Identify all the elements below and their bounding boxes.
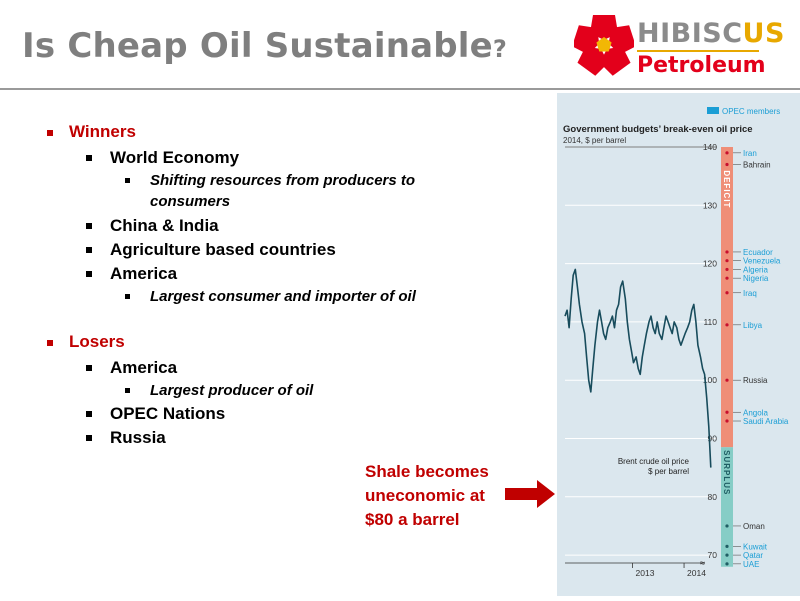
y-tick-label: 80 — [708, 492, 718, 502]
bullet-marker — [86, 365, 92, 371]
breakeven-label: UAE — [743, 560, 759, 569]
y-tick-label: 110 — [703, 317, 717, 327]
breakeven-label: Algeria — [743, 265, 768, 274]
y-tick-label: 100 — [703, 375, 717, 385]
winner-america: America — [110, 264, 178, 283]
breakeven-label: Libya — [743, 321, 763, 330]
breakeven-dot — [725, 250, 729, 254]
breakeven-dot — [725, 544, 729, 548]
loser-america-detail: Largest producer of oil — [150, 382, 314, 399]
breakeven-dot — [725, 151, 729, 155]
x-tick-label: 2013 — [636, 568, 655, 578]
winner-agriculture: Agriculture based countries — [110, 240, 336, 259]
bullet-marker — [86, 411, 92, 417]
bullet-marker — [86, 271, 92, 277]
bullet-marker — [125, 178, 130, 183]
breakeven-label: Venezuela — [743, 257, 781, 266]
losers-heading: Losers — [69, 332, 125, 351]
breakeven-dot — [725, 323, 729, 327]
breakeven-dot — [725, 259, 729, 263]
breakeven-label: Angola — [743, 408, 768, 417]
y-tick-label: 70 — [708, 550, 718, 560]
loser-america: America — [110, 358, 178, 377]
chart-subtitle: 2014, $ per barrel — [563, 136, 626, 145]
chart-title: Government budgets’ break-even oil price — [563, 124, 753, 135]
loser-russia: Russia — [110, 428, 166, 447]
surplus-band — [721, 447, 733, 567]
winner-world-economy-detail-1: Shifting resources from producers to — [150, 172, 416, 189]
winner-america-detail: Largest consumer and importer of oil — [150, 288, 416, 305]
breakeven-dot — [725, 419, 729, 423]
y-tick-label: 130 — [703, 200, 717, 210]
y-tick-label: 120 — [703, 259, 717, 269]
callout-line-1: Shale becomes — [365, 462, 489, 481]
breakeven-dot — [725, 562, 729, 566]
bullet-marker — [86, 435, 92, 441]
breakeven-label: Ecuador — [743, 248, 773, 257]
breakeven-dot — [725, 524, 729, 528]
breakeven-label: Bahrain — [743, 160, 771, 169]
breakeven-label: Nigeria — [743, 274, 769, 283]
oil-chart: OPEC members Government budgets’ break-ev… — [557, 93, 800, 596]
breakeven-label: Qatar — [743, 551, 763, 560]
deficit-label: DEFICIT — [722, 170, 731, 208]
bullet-marker — [47, 340, 53, 346]
breakeven-label: Russia — [743, 376, 768, 385]
bullet-marker — [47, 130, 53, 136]
callout-line-3: $80 a barrel — [365, 510, 460, 529]
bullet-marker — [125, 294, 130, 299]
breakeven-label: Iraq — [743, 289, 757, 298]
breakeven-label: Kuwait — [743, 542, 768, 551]
x-tick-label: 2014 — [687, 568, 706, 578]
legend-label: OPEC members — [722, 107, 780, 116]
series-label-line1: Brent crude oil price — [618, 457, 690, 466]
callout-arrow-icon — [505, 480, 555, 508]
loser-opec: OPEC Nations — [110, 404, 226, 423]
callout-line-2: uneconomic at — [365, 486, 485, 505]
bullet-marker — [125, 388, 130, 393]
bullet-marker — [86, 223, 92, 229]
title-divider — [0, 88, 800, 90]
axis-break-icon: ≈ — [700, 558, 705, 568]
bullet-marker — [86, 155, 92, 161]
breakeven-label: Iran — [743, 149, 757, 158]
breakeven-dot — [725, 553, 729, 557]
oil-chart-svg: OPEC members Government budgets’ break-ev… — [563, 107, 789, 578]
breakeven-label: Oman — [743, 522, 765, 531]
breakeven-dot — [725, 378, 729, 382]
breakeven-label: Saudi Arabia — [743, 417, 789, 426]
breakeven-dot — [725, 291, 729, 295]
logo-underline — [637, 50, 759, 52]
deficit-band — [721, 147, 733, 448]
breakeven-dot — [725, 267, 729, 272]
company-logo: HIBISCUS Petroleum — [574, 8, 784, 80]
breakeven-dot — [725, 162, 729, 167]
hibiscus-flower-icon — [574, 15, 634, 78]
shale-callout: Shale becomes uneconomic at $80 a barrel — [365, 460, 489, 532]
logo-word-petroleum: Petroleum — [637, 53, 766, 78]
surplus-label: SURPLUS — [722, 450, 731, 495]
title-question-mark: ? — [492, 35, 508, 63]
legend-swatch — [707, 107, 719, 114]
winners-heading: Winners — [69, 122, 136, 141]
brent-price-line — [564, 268, 712, 468]
logo-word-hibiscus: HIBISCUS — [637, 18, 785, 49]
breakeven-dot — [725, 276, 729, 280]
slide-title: Is Cheap Oil Sustainable? — [22, 26, 508, 66]
winner-world-economy: World Economy — [110, 148, 240, 167]
y-tick-label: 90 — [708, 434, 718, 444]
winner-world-economy-detail-2: consumers — [150, 193, 231, 210]
series-label-line2: $ per barrel — [648, 467, 689, 476]
breakeven-dot — [725, 410, 729, 414]
winner-china-india: China & India — [110, 216, 219, 235]
bullet-marker — [86, 247, 92, 253]
